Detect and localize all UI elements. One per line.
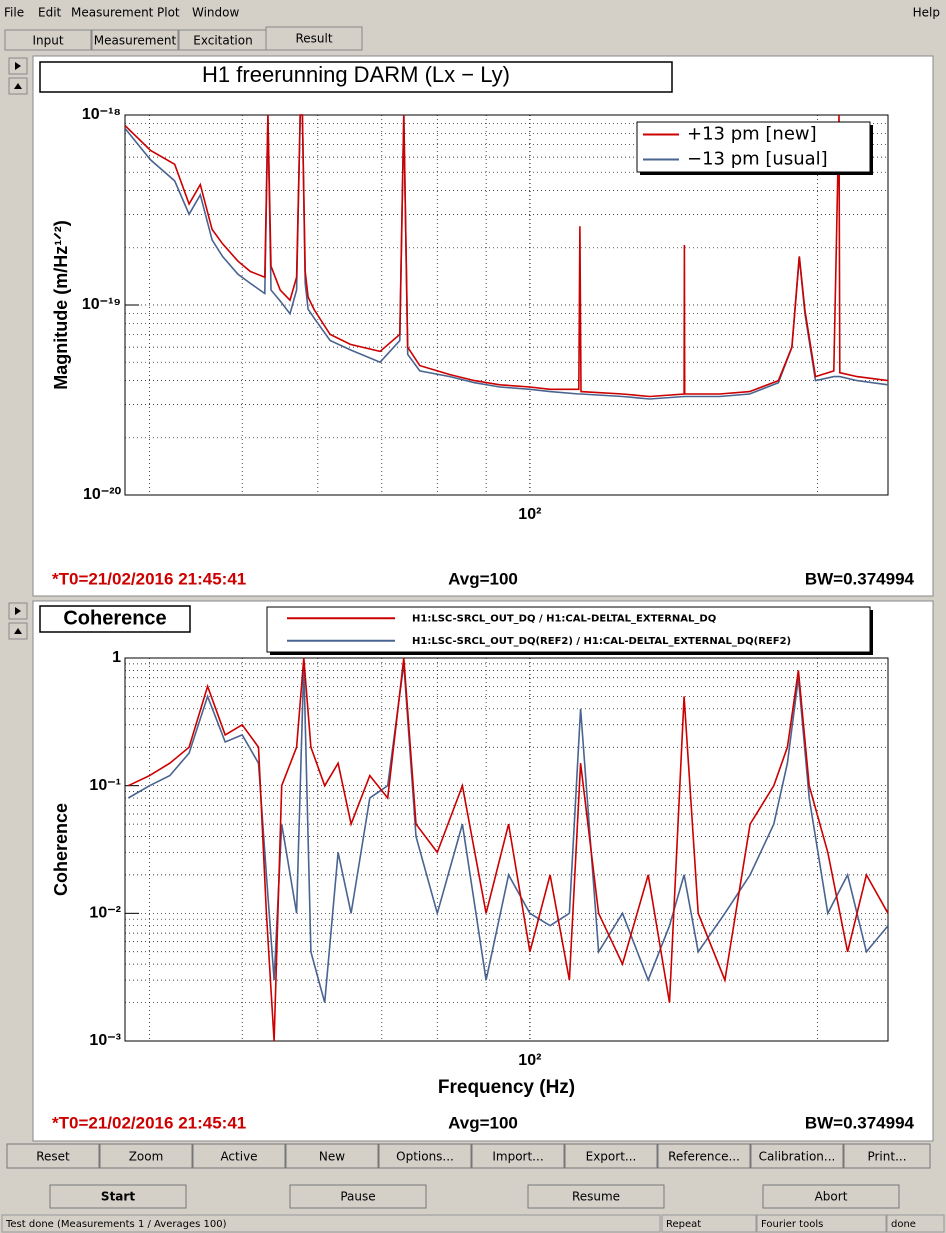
menu-item[interactable]: File bbox=[4, 6, 24, 20]
chart-title: H1 freerunning DARM (Lx − Ly) bbox=[202, 62, 510, 87]
button[interactable] bbox=[564, 1143, 658, 1169]
button-label[interactable]: Import... bbox=[492, 1150, 543, 1164]
tab-label[interactable]: Excitation bbox=[193, 34, 252, 48]
y-tick-label: 10⁻¹ bbox=[89, 777, 121, 794]
tab[interactable] bbox=[4, 29, 92, 51]
legend-box bbox=[266, 606, 871, 653]
y-axis-label: Coherence bbox=[51, 803, 71, 896]
legend-label: −13 pm [usual] bbox=[687, 149, 828, 170]
menu-help[interactable]: Help bbox=[913, 6, 940, 20]
tab[interactable] bbox=[91, 29, 179, 51]
y-tick-label: 1 bbox=[112, 649, 121, 666]
annotation: *T0=21/02/2016 21:45:41 bbox=[52, 1113, 246, 1132]
tab-label[interactable]: Measurement bbox=[94, 34, 177, 48]
button-label[interactable]: Reference... bbox=[668, 1150, 740, 1164]
button[interactable] bbox=[6, 1143, 100, 1169]
status-text: Repeat bbox=[666, 1219, 701, 1230]
button-label[interactable]: New bbox=[319, 1150, 345, 1164]
status-text: Test done (Measurements 1 / Averages 100… bbox=[5, 1219, 227, 1230]
menu-item[interactable]: Edit bbox=[38, 6, 62, 20]
button-label[interactable]: Export... bbox=[586, 1150, 637, 1164]
button[interactable] bbox=[285, 1143, 379, 1169]
button-label[interactable]: Active bbox=[220, 1150, 257, 1164]
annotation: BW=0.374994 bbox=[805, 1113, 915, 1132]
menu-item[interactable]: Plot bbox=[157, 6, 180, 20]
x-tick-label: 10² bbox=[518, 1052, 541, 1069]
status-text: done bbox=[891, 1219, 916, 1230]
y-axis-label: Magnitude (m/Hz¹ᐟ²) bbox=[51, 220, 71, 390]
button[interactable] bbox=[378, 1143, 472, 1169]
y-tick-label: 10⁻¹⁸ bbox=[82, 106, 121, 123]
status-cell bbox=[756, 1214, 887, 1233]
button[interactable] bbox=[471, 1143, 565, 1169]
chart-title: Coherence bbox=[63, 607, 166, 629]
button-label[interactable]: Calibration... bbox=[759, 1150, 836, 1164]
plot-frame bbox=[124, 657, 889, 1042]
annotation: *T0=21/02/2016 21:45:41 bbox=[52, 569, 246, 588]
series-line bbox=[125, 114, 888, 398]
status-cell bbox=[1, 1214, 661, 1233]
control-label[interactable]: Pause bbox=[340, 1190, 375, 1204]
control-button[interactable] bbox=[289, 1184, 427, 1209]
legend-box bbox=[636, 121, 871, 173]
status-text: Fourier tools bbox=[761, 1219, 823, 1230]
control-label[interactable]: Start bbox=[101, 1190, 135, 1204]
control-label[interactable]: Resume bbox=[572, 1190, 620, 1204]
x-tick-label: 10² bbox=[518, 506, 541, 523]
button-label[interactable]: Options... bbox=[396, 1150, 454, 1164]
button-label[interactable]: Reset bbox=[36, 1150, 70, 1164]
x-axis-label: Frequency (Hz) bbox=[438, 1077, 575, 1098]
annotation: Avg=100 bbox=[448, 569, 518, 588]
y-tick-label: 10⁻³ bbox=[89, 1032, 121, 1049]
legend-label: H1:LSC-SRCL_OUT_DQ(REF2) / H1:CAL-DELTAL… bbox=[412, 636, 791, 647]
menu-item[interactable]: Measurement bbox=[71, 6, 154, 20]
y-tick-label: 10⁻² bbox=[89, 905, 121, 922]
button-label[interactable]: Zoom bbox=[129, 1150, 164, 1164]
control-button[interactable] bbox=[49, 1184, 187, 1209]
status-cell bbox=[886, 1214, 945, 1233]
control-button[interactable] bbox=[762, 1184, 900, 1209]
button[interactable] bbox=[750, 1143, 844, 1169]
control-button[interactable] bbox=[527, 1184, 665, 1209]
plot-frame bbox=[124, 114, 889, 496]
button[interactable] bbox=[192, 1143, 286, 1169]
legend-label: +13 pm [new] bbox=[687, 124, 817, 145]
control-label[interactable]: Abort bbox=[815, 1190, 848, 1204]
tab-label[interactable]: Input bbox=[32, 34, 63, 48]
y-tick-label: 10⁻²⁰ bbox=[83, 486, 122, 503]
button-label[interactable]: Print... bbox=[867, 1150, 906, 1164]
series-line bbox=[127, 657, 888, 1042]
tab-label[interactable]: Result bbox=[295, 32, 332, 46]
y-tick-label: 10⁻¹⁹ bbox=[82, 296, 121, 313]
title-box bbox=[39, 605, 191, 633]
menu-item[interactable]: Window bbox=[192, 6, 240, 20]
button[interactable] bbox=[99, 1143, 193, 1169]
tab-active[interactable] bbox=[265, 26, 363, 51]
annotation: BW=0.374994 bbox=[805, 569, 915, 588]
status-cell bbox=[661, 1214, 757, 1233]
button[interactable] bbox=[657, 1143, 751, 1169]
legend-label: H1:LSC-SRCL_OUT_DQ / H1:CAL-DELTAL_EXTER… bbox=[412, 613, 716, 624]
annotation: Avg=100 bbox=[448, 1113, 518, 1132]
title-box bbox=[39, 61, 673, 93]
button[interactable] bbox=[843, 1143, 931, 1169]
